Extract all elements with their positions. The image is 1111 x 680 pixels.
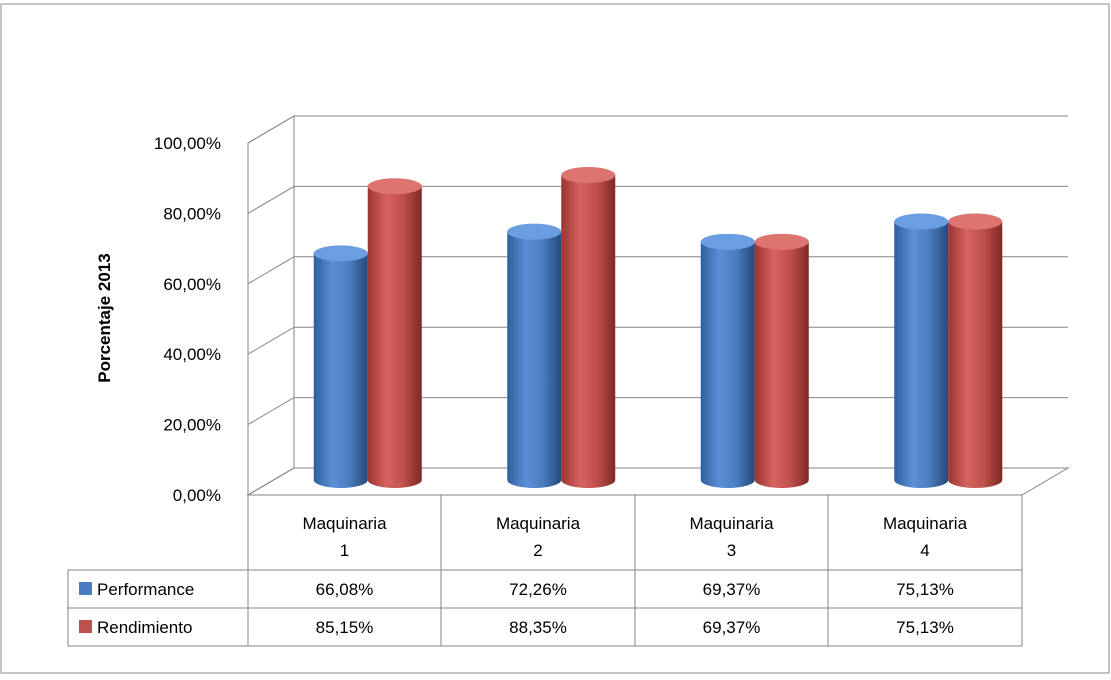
bar-body — [313, 253, 368, 488]
y-tick-label: 20,00% — [163, 416, 221, 435]
data-label: 88,35% — [509, 618, 567, 637]
x-tick-label: Maquinaria — [302, 514, 387, 533]
x-tick-label: 1 — [340, 541, 349, 560]
bar-rendimiento-4 — [948, 213, 1003, 488]
bar-performance-3 — [700, 233, 755, 488]
bar-rendimiento-1 — [367, 178, 422, 488]
bar-rendimiento-3 — [754, 233, 809, 488]
gridline — [247, 326, 1068, 355]
bar-top — [561, 167, 616, 184]
y-tick-label: 0,00% — [173, 486, 221, 505]
y-tick-labels: 0,00% 20,00% 40,00% 60,00% 80,00% 100,00% — [154, 134, 221, 505]
bar-top — [700, 233, 755, 250]
x-tick-label: Maquinaria — [496, 514, 581, 533]
data-table: Maquinaria 1 Maquinaria 2 Maquinaria 3 Maquina… — [67, 495, 1023, 647]
data-label: 75,13% — [896, 580, 954, 599]
x-tick-label: 3 — [727, 541, 736, 560]
data-label: 85,15% — [316, 618, 374, 637]
gridline — [247, 467, 1068, 496]
y-tick-label: 100,00% — [154, 134, 221, 153]
x-tick-label: Maquinaria — [689, 514, 774, 533]
bar-body — [507, 231, 562, 488]
gridlines — [247, 115, 1068, 496]
bar-body — [367, 186, 422, 488]
bar-top — [367, 178, 422, 195]
gridline — [247, 115, 1068, 144]
data-label: 72,26% — [509, 580, 567, 599]
x-tick-label: 2 — [533, 541, 542, 560]
bar-body — [948, 221, 1003, 488]
bar-top — [754, 233, 809, 250]
legend-label: Performance — [97, 580, 194, 599]
y-tick-label: 80,00% — [163, 204, 221, 223]
data-label: 66,08% — [316, 580, 374, 599]
bar-body — [754, 241, 809, 488]
x-tick-label: Maquinaria — [883, 514, 968, 533]
legend-swatch — [79, 620, 92, 633]
bar-rendimiento-2 — [561, 167, 616, 488]
bar-body — [700, 241, 755, 488]
bar-top — [894, 213, 949, 230]
bar-top — [507, 223, 562, 240]
y-tick-label: 40,00% — [163, 345, 221, 364]
bar-top — [313, 245, 368, 262]
y-tick-label: 60,00% — [163, 275, 221, 294]
bar-performance-4 — [894, 213, 949, 488]
y-axis-title: Porcentaje 2013 — [95, 253, 114, 382]
bar-performance-2 — [507, 223, 562, 488]
gridline — [247, 397, 1068, 426]
bar-body — [561, 175, 616, 488]
bar-top — [948, 213, 1003, 230]
data-label: 69,37% — [703, 618, 761, 637]
gridline — [247, 185, 1068, 214]
legend-swatch — [79, 582, 92, 595]
gridline — [247, 256, 1068, 285]
legend-label: Rendimiento — [97, 618, 192, 637]
bars — [313, 167, 1003, 488]
data-label: 69,37% — [703, 580, 761, 599]
bar-performance-1 — [313, 245, 368, 488]
data-label: 75,13% — [896, 618, 954, 637]
x-tick-label: 4 — [920, 541, 929, 560]
bar-body — [894, 221, 949, 488]
